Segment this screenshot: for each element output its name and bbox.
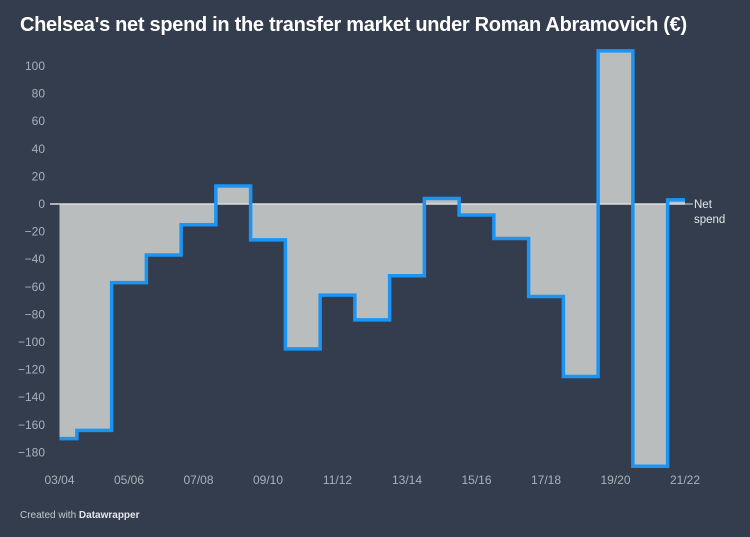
step-area-chart: 100 80 60 40 20 0 −20 −40 −60 −80 −100 −120 −140 −160… — [18, 49, 725, 487]
x-tick-label: 03/04 — [44, 473, 74, 487]
footer-brand: Datawrapper — [78, 510, 140, 521]
y-tick-label: −120 — [18, 363, 45, 377]
x-tick-label: 11/12 — [323, 473, 352, 487]
net-spend-line — [59, 49, 685, 468]
y-tick-label: −180 — [18, 445, 45, 459]
y-tick-label: −160 — [18, 418, 45, 432]
y-tick-label: −140 — [18, 390, 45, 404]
chart-title: Chelsea's net spend in the transfer mark… — [20, 14, 687, 36]
y-tick-label: −40 — [25, 252, 46, 266]
x-tick-label: 17/18 — [531, 473, 561, 487]
y-tick-label: −60 — [25, 280, 46, 294]
x-tick-label: 13/14 — [392, 473, 422, 487]
x-tick-label: 19/20 — [600, 473, 630, 487]
y-tick-label: −20 — [25, 225, 46, 239]
footer-prefix: Created with — [20, 510, 77, 521]
y-tick-label: 100 — [25, 59, 45, 73]
series-label-text: Net — [694, 199, 713, 211]
x-tick-label: 21/22 — [670, 473, 700, 487]
x-tick-label: 15/16 — [461, 473, 491, 487]
x-axis: 03/04 05/06 07/08 09/10 11/12 13/14 15/16 17/18… — [44, 473, 700, 487]
y-tick-label: 80 — [32, 87, 46, 101]
y-tick-label: −100 — [18, 335, 45, 349]
y-tick-label: 40 — [32, 142, 46, 156]
x-tick-label: 05/06 — [114, 473, 144, 487]
series-label-text: spend — [694, 214, 725, 226]
footer-credit: Created with Datawrapper — [20, 510, 140, 521]
y-axis: 100 80 60 40 20 0 −20 −40 −60 −80 −100 −120 −140 −160… — [18, 59, 45, 459]
x-tick-label: 07/08 — [183, 473, 213, 487]
y-tick-label: 20 — [32, 169, 46, 183]
x-tick-label: 09/10 — [253, 473, 283, 487]
y-tick-label: 0 — [38, 197, 45, 211]
net-spend-area — [59, 50, 685, 467]
y-tick-label: −80 — [25, 307, 46, 321]
y-tick-label: 60 — [32, 114, 46, 128]
series-label: Net spend — [685, 199, 725, 226]
